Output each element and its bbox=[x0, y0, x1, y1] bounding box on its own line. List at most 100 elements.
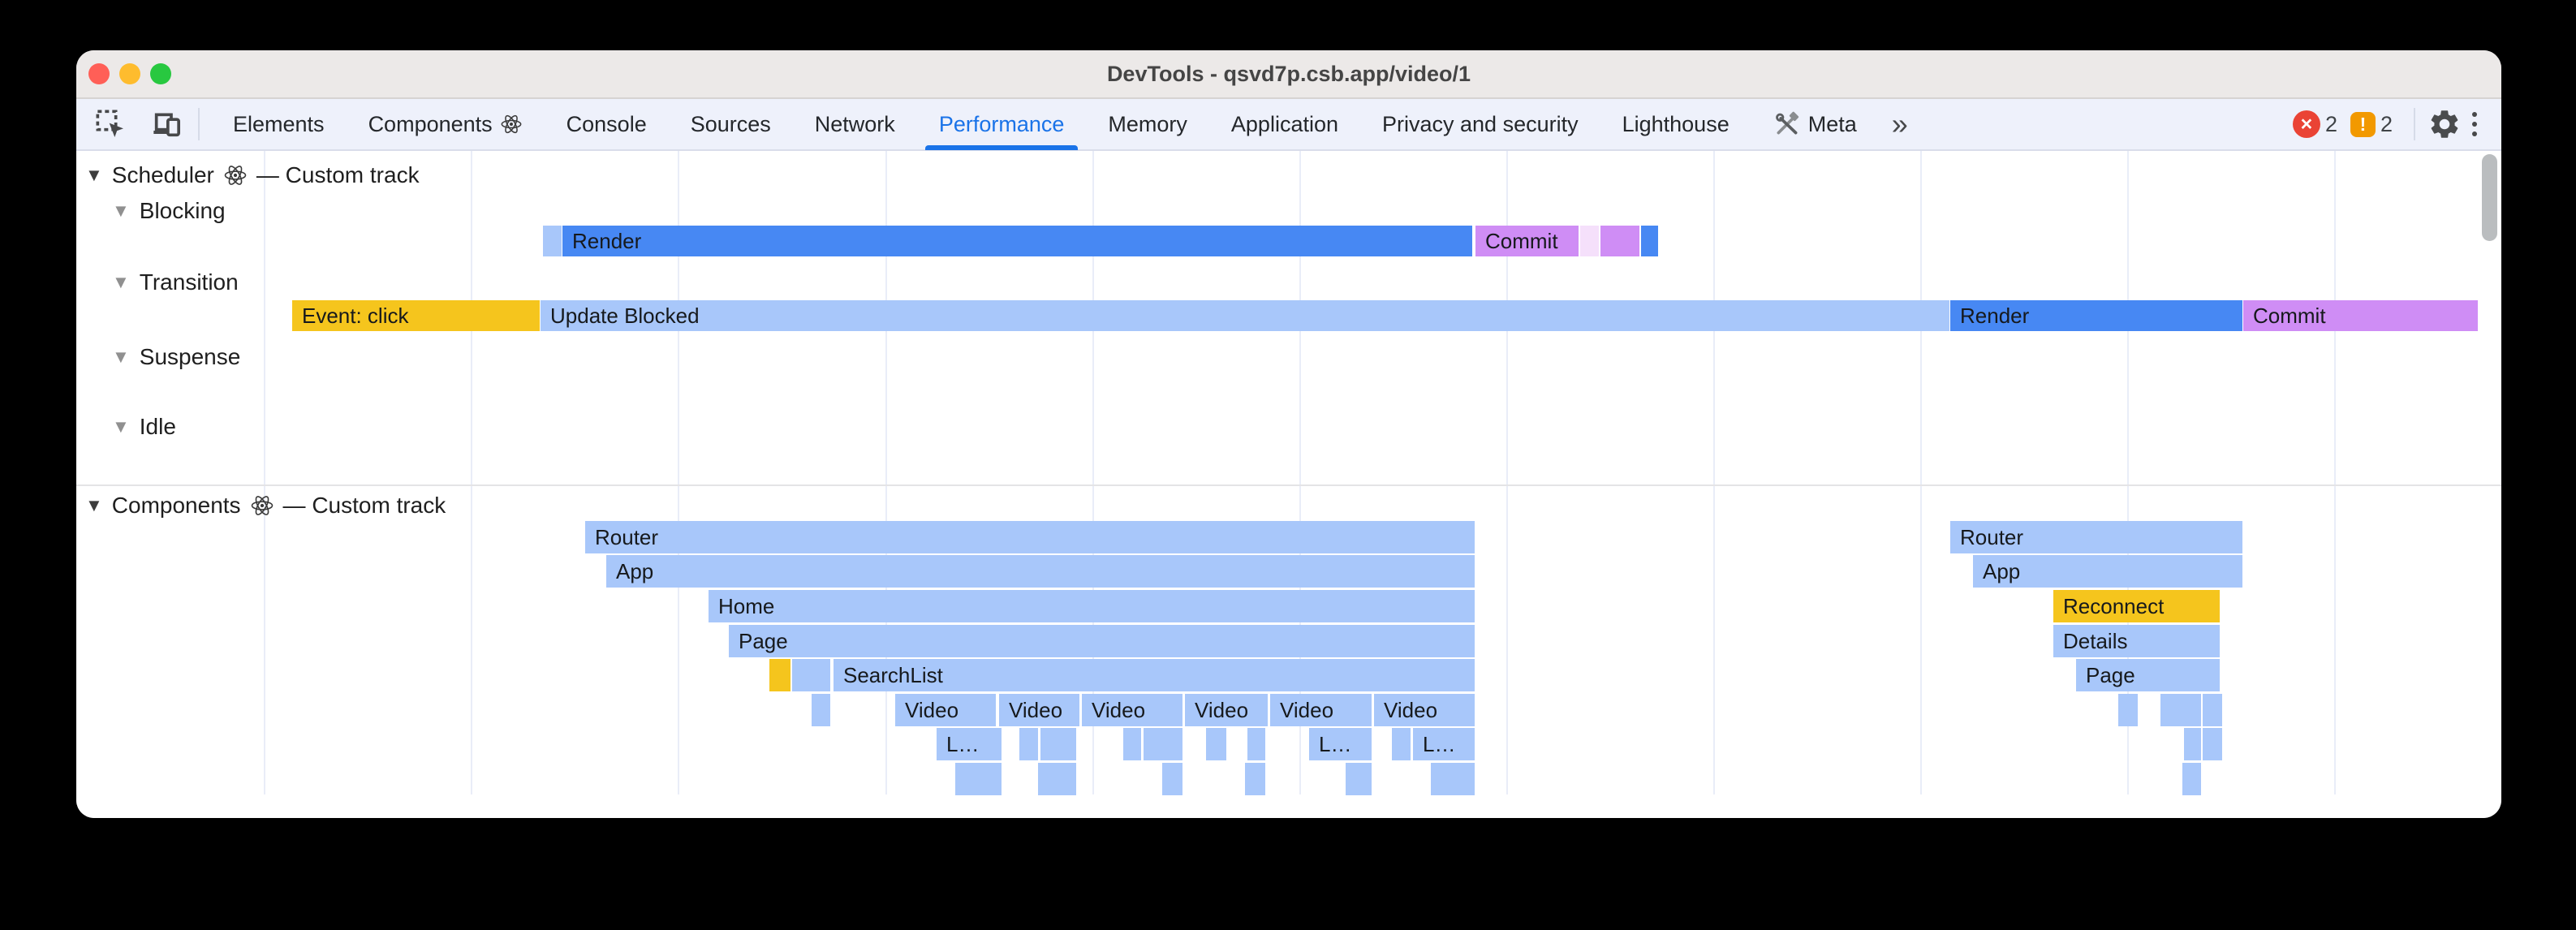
flame-bar-label: L… bbox=[946, 731, 980, 756]
collapse-triangle-icon[interactable]: ▼ bbox=[112, 200, 130, 221]
flame-bar-event-click[interactable]: Event: click bbox=[292, 300, 540, 331]
warning-badge-icon[interactable]: ! bbox=[2350, 111, 2376, 137]
collapse-triangle-icon[interactable]: ▼ bbox=[85, 165, 103, 185]
collapse-triangle-icon[interactable]: ▼ bbox=[112, 272, 130, 292]
toolbar-divider bbox=[198, 108, 200, 140]
flame-bar-commit[interactable]: Commit bbox=[2243, 300, 2478, 331]
tab-components[interactable]: Components bbox=[347, 98, 545, 150]
more-options-icon[interactable] bbox=[2462, 105, 2487, 143]
flame-bar[interactable] bbox=[769, 659, 790, 691]
flame-bar[interactable] bbox=[955, 763, 1002, 795]
tab-label: Memory bbox=[1108, 111, 1187, 136]
flame-bar-l-[interactable]: L… bbox=[1309, 728, 1372, 760]
flame-bar-home[interactable]: Home bbox=[709, 590, 1475, 622]
flame-bar-app[interactable]: App bbox=[1973, 555, 2242, 588]
flame-bar[interactable] bbox=[2118, 694, 2138, 726]
flame-bar-searchlist[interactable]: SearchList bbox=[834, 659, 1475, 691]
track-section-divider bbox=[76, 484, 2501, 486]
minimize-window-button[interactable] bbox=[119, 63, 140, 84]
flame-bar-page[interactable]: Page bbox=[729, 625, 1475, 657]
collapse-triangle-icon[interactable]: ▼ bbox=[85, 495, 103, 515]
flame-bar-l-[interactable]: L… bbox=[1413, 728, 1475, 760]
timeline-gridline bbox=[678, 151, 679, 794]
flame-bar-render[interactable]: Render bbox=[1950, 300, 2242, 331]
flame-bar-video[interactable]: Video bbox=[1082, 694, 1182, 726]
tab-network[interactable]: Network bbox=[793, 98, 917, 150]
flame-bar[interactable] bbox=[1206, 728, 1226, 760]
toggle-device-toolbar-icon[interactable] bbox=[149, 104, 185, 144]
flame-bar[interactable] bbox=[1431, 763, 1475, 795]
toolbar-divider-right bbox=[2414, 108, 2415, 140]
flame-bar-video[interactable]: Video bbox=[1185, 694, 1268, 726]
flame-bar[interactable] bbox=[812, 694, 830, 726]
flame-bar[interactable] bbox=[1019, 728, 1038, 760]
flame-bar[interactable] bbox=[792, 659, 830, 691]
flame-bar[interactable] bbox=[1346, 763, 1372, 795]
collapse-triangle-icon[interactable]: ▼ bbox=[112, 416, 130, 437]
tab-meta[interactable]: Meta bbox=[1751, 98, 1879, 150]
flame-bar[interactable] bbox=[2182, 763, 2201, 795]
tab-label: Performance bbox=[938, 111, 1065, 136]
tab-application[interactable]: Application bbox=[1209, 98, 1360, 150]
track-header-components[interactable]: ▼ Components — Custom track bbox=[85, 493, 446, 519]
flame-bar[interactable] bbox=[543, 226, 562, 256]
subtrack-suspense[interactable]: ▼ Suspense bbox=[112, 344, 240, 370]
flame-bar-router[interactable]: Router bbox=[1950, 521, 2242, 553]
flame-bar[interactable] bbox=[1641, 226, 1658, 256]
flame-bar[interactable] bbox=[1392, 728, 1411, 760]
flame-bar-l-[interactable]: L… bbox=[937, 728, 1002, 760]
track-header-scheduler[interactable]: ▼ Scheduler — Custom track bbox=[85, 162, 420, 188]
flame-bar-video[interactable]: Video bbox=[999, 694, 1079, 726]
flame-bar[interactable] bbox=[1144, 728, 1182, 760]
flame-bar[interactable] bbox=[1162, 763, 1182, 795]
warning-count[interactable]: 2 bbox=[2380, 111, 2393, 136]
flame-bar[interactable] bbox=[1600, 226, 1639, 256]
tab-memory[interactable]: Memory bbox=[1086, 98, 1209, 150]
flame-bar-page[interactable]: Page bbox=[2076, 659, 2220, 691]
flame-bar[interactable] bbox=[2160, 694, 2201, 726]
flame-bar-app[interactable]: App bbox=[606, 555, 1475, 588]
error-badge-icon[interactable]: × bbox=[2292, 110, 2320, 138]
flame-bar-details[interactable]: Details bbox=[2053, 625, 2220, 657]
flame-bar[interactable] bbox=[1580, 226, 1599, 256]
more-tabs-button[interactable]: » bbox=[1891, 107, 1908, 140]
flame-bar[interactable] bbox=[2203, 728, 2222, 760]
vertical-scrollbar[interactable] bbox=[2482, 154, 2497, 241]
tab-label: Components bbox=[368, 111, 493, 136]
flame-bar-label: Video bbox=[1009, 697, 1063, 722]
flame-bar-render[interactable]: Render bbox=[562, 226, 1472, 256]
subtrack-transition[interactable]: ▼ Transition bbox=[112, 269, 239, 295]
flame-bar[interactable] bbox=[1038, 763, 1076, 795]
flame-bar-router[interactable]: Router bbox=[585, 521, 1475, 553]
tab-lighthouse[interactable]: Lighthouse bbox=[1600, 98, 1751, 150]
flame-bar[interactable] bbox=[1040, 728, 1076, 760]
window-title: DevTools - qsvd7p.csb.app/video/1 bbox=[1106, 62, 1471, 86]
tab-privacy-and-security[interactable]: Privacy and security bbox=[1360, 98, 1600, 150]
collapse-triangle-icon[interactable]: ▼ bbox=[112, 347, 130, 367]
flame-bar-update-blocked[interactable]: Update Blocked bbox=[541, 300, 1949, 331]
flame-bar[interactable] bbox=[2203, 694, 2222, 726]
subtrack-blocking[interactable]: ▼ Blocking bbox=[112, 198, 226, 224]
flame-bar[interactable] bbox=[1245, 763, 1265, 795]
tab-performance[interactable]: Performance bbox=[917, 98, 1087, 150]
flame-bar[interactable] bbox=[2184, 728, 2201, 760]
error-count[interactable]: 2 bbox=[2324, 111, 2337, 136]
tab-elements[interactable]: Elements bbox=[211, 98, 347, 150]
flame-bar[interactable] bbox=[1123, 728, 1141, 760]
zoom-window-button[interactable] bbox=[150, 63, 171, 84]
track-suffix: — Custom track bbox=[256, 162, 420, 187]
flame-bar-label: Render bbox=[572, 228, 642, 253]
flame-bar-video[interactable]: Video bbox=[1374, 694, 1475, 726]
flame-bar-reconnect[interactable]: Reconnect bbox=[2053, 590, 2220, 622]
subtrack-idle[interactable]: ▼ Idle bbox=[112, 414, 176, 440]
flame-bar-commit[interactable]: Commit bbox=[1475, 226, 1579, 256]
inspect-element-icon[interactable] bbox=[93, 104, 128, 144]
flame-bar-video[interactable]: Video bbox=[1270, 694, 1372, 726]
close-window-button[interactable] bbox=[88, 63, 110, 84]
tab-sources[interactable]: Sources bbox=[669, 98, 793, 150]
flame-bar-label: Reconnect bbox=[2063, 593, 2165, 618]
flame-bar[interactable] bbox=[1247, 728, 1265, 760]
settings-gear-icon[interactable] bbox=[2427, 104, 2462, 144]
tab-console[interactable]: Console bbox=[545, 98, 669, 150]
flame-bar-video[interactable]: Video bbox=[895, 694, 996, 726]
